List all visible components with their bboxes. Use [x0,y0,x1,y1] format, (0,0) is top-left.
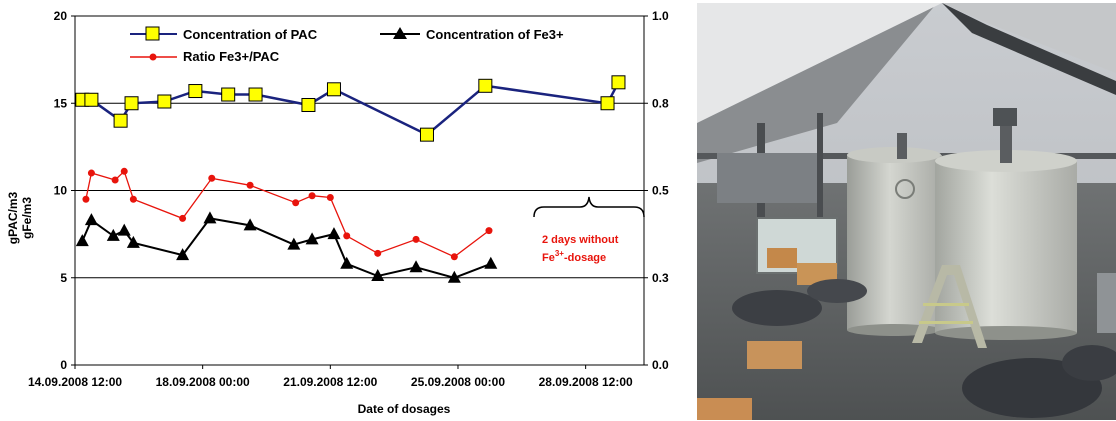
data-point-fe [84,213,98,226]
annotation-dosage: -dosage [564,252,606,264]
data-point-pac [419,127,434,142]
data-point-ratio [129,195,137,203]
legend-marker-fe [393,27,407,39]
x-axis-title: Date of dosages [358,402,451,416]
x-tick-label: 21.09.2008 12:00 [283,375,377,389]
series-line-2 [85,170,490,258]
right-tick-label: 1.0 [652,9,669,23]
chart-tick-labels: 0 0.0 5 0.3 10 0.5 15 0.8 20 1.0 14.09.2008 12:00 1… [28,9,669,389]
data-point-ratio [343,232,351,240]
legend-marker-ratio [149,53,157,61]
left-tick-label: 10 [54,184,68,198]
dosing-tanks-photo [697,3,1116,420]
x-tick-label: 28.09.2008 12:00 [539,375,633,389]
data-point-ratio [374,249,382,257]
data-point-ratio [87,169,95,177]
data-point-ratio [412,235,420,243]
left-tick-label: 5 [60,271,67,285]
data-point-pac [478,78,493,93]
data-point-fe [371,269,385,282]
data-point-ratio [450,253,458,261]
line-chart: 0 0.0 5 0.3 10 0.5 15 0.8 20 1.0 14.09.2008 12:00 1… [6,9,669,416]
y-axis-title-left-2: gFe/m3 [20,197,34,239]
data-point-fe [176,248,190,261]
y-axis-title-left-2-text: gFe/m3 [20,197,34,239]
data-point-fe [484,256,498,269]
data-point-pac [188,84,203,99]
chart-axes [71,15,648,369]
data-point-pac [157,94,172,109]
right-tick-label: 0.8 [652,96,669,110]
data-point-ratio [208,174,216,182]
data-point-fe [106,228,120,241]
data-point-pac [124,96,139,111]
dosing-tanks-illustration [697,3,1116,420]
legend-label-fe: Concentration of Fe3+ [426,27,564,42]
data-point-fe [243,218,257,231]
data-point-pac [326,82,341,97]
data-point-ratio [179,214,187,222]
y-axis-title-left-1-text: gPAC/m3 [6,191,20,244]
data-point-ratio [292,199,300,207]
y-axis-title-left-1: gPAC/m3 [6,191,20,244]
data-point-pac [221,87,236,102]
data-point-fe [305,232,319,245]
annotation-fe: Fe [542,252,555,264]
data-point-fe [75,234,89,247]
right-tick-label: 0.5 [652,184,669,198]
x-tick-label: 14.09.2008 12:00 [28,375,122,389]
data-point-fe [447,270,461,283]
data-point-ratio [82,195,90,203]
data-point-ratio [246,181,254,189]
left-tick-label: 20 [54,9,68,23]
data-point-ratio [308,192,316,200]
left-tick-label: 0 [60,358,67,372]
legend-label-ratio: Ratio Fe3+/PAC [183,49,280,64]
x-tick-label: 25.09.2008 00:00 [411,375,505,389]
right-tick-label: 0.3 [652,271,669,285]
data-point-ratio [111,176,119,184]
annotation-brace [533,196,645,218]
right-tick-label: 0.0 [652,358,669,372]
data-point-ratio [120,167,128,175]
data-point-pac [248,87,263,102]
data-point-fe [117,223,131,236]
annotation-line-2: Fe3+-dosage [542,249,606,264]
data-point-fe [409,260,423,273]
data-point-fe [327,227,341,240]
chart-legend: Concentration of PAC Concentration of Fe… [130,26,564,64]
series-line-1 [81,217,492,279]
data-point-fe [203,211,217,224]
annotation-fe-superscript: 3+ [555,249,564,258]
chart-series [75,75,626,283]
data-point-pac [113,113,128,128]
data-point-fe [340,256,354,269]
legend-label-pac: Concentration of PAC [183,27,318,42]
left-tick-label: 15 [54,96,68,110]
data-point-pac [600,96,615,111]
annotation-line-1: 2 days without [542,234,619,246]
data-point-pac [84,92,99,107]
legend-marker-pac [145,26,160,41]
data-point-fe [287,237,301,250]
data-point-ratio [485,227,493,235]
data-point-ratio [326,193,334,201]
data-point-fe [126,235,140,248]
x-tick-label: 18.09.2008 00:00 [156,375,250,389]
data-point-pac [301,97,316,112]
data-point-pac [611,75,626,90]
